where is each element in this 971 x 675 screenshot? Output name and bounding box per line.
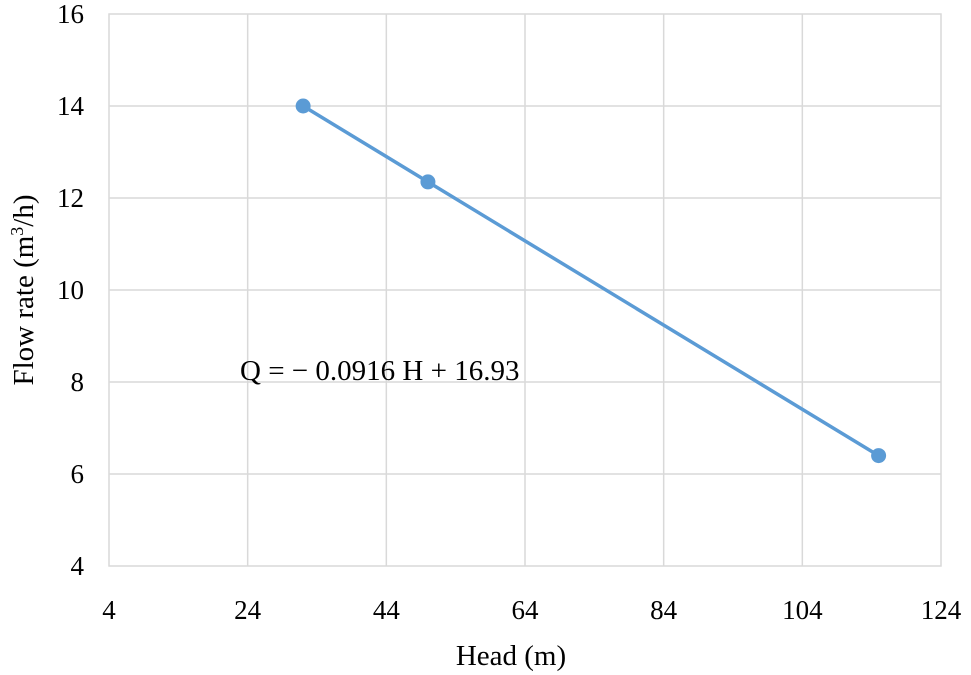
y-tick-label-0: 4 xyxy=(71,551,85,581)
x-tick-label-0: 4 xyxy=(102,595,116,625)
grid-lines xyxy=(109,14,941,566)
x-tick-label-3: 64 xyxy=(512,595,540,625)
x-tick-label-4: 84 xyxy=(650,595,678,625)
x-tick-label-2: 44 xyxy=(373,595,401,625)
x-axis-title: Head (m) xyxy=(456,640,566,672)
regression-equation-annotation: Q = − 0.0916 H + 16.93 xyxy=(240,355,519,387)
data-point-1 xyxy=(420,174,436,190)
tick-labels: 4 24 44 64 84 104 124 4 6 8 10 12 14 16 xyxy=(57,0,962,625)
plot-area-border xyxy=(108,13,942,567)
x-tick-label-1: 24 xyxy=(234,595,262,625)
y-tick-label-2: 8 xyxy=(71,367,85,397)
x-tick-label-5: 104 xyxy=(782,595,823,625)
data-series xyxy=(295,98,887,464)
x-tick-label-6: 124 xyxy=(921,595,962,625)
y-tick-label-1: 6 xyxy=(71,459,85,489)
data-point-0 xyxy=(295,98,311,114)
y-axis-title: Flow rate (m3/h) xyxy=(7,194,40,385)
data-point-2 xyxy=(871,448,887,464)
y-tick-label-6: 16 xyxy=(57,0,84,29)
y-tick-label-3: 10 xyxy=(57,275,84,305)
y-tick-label-4: 12 xyxy=(57,183,84,213)
series-line-0 xyxy=(302,104,880,458)
y-tick-label-5: 14 xyxy=(57,91,85,121)
